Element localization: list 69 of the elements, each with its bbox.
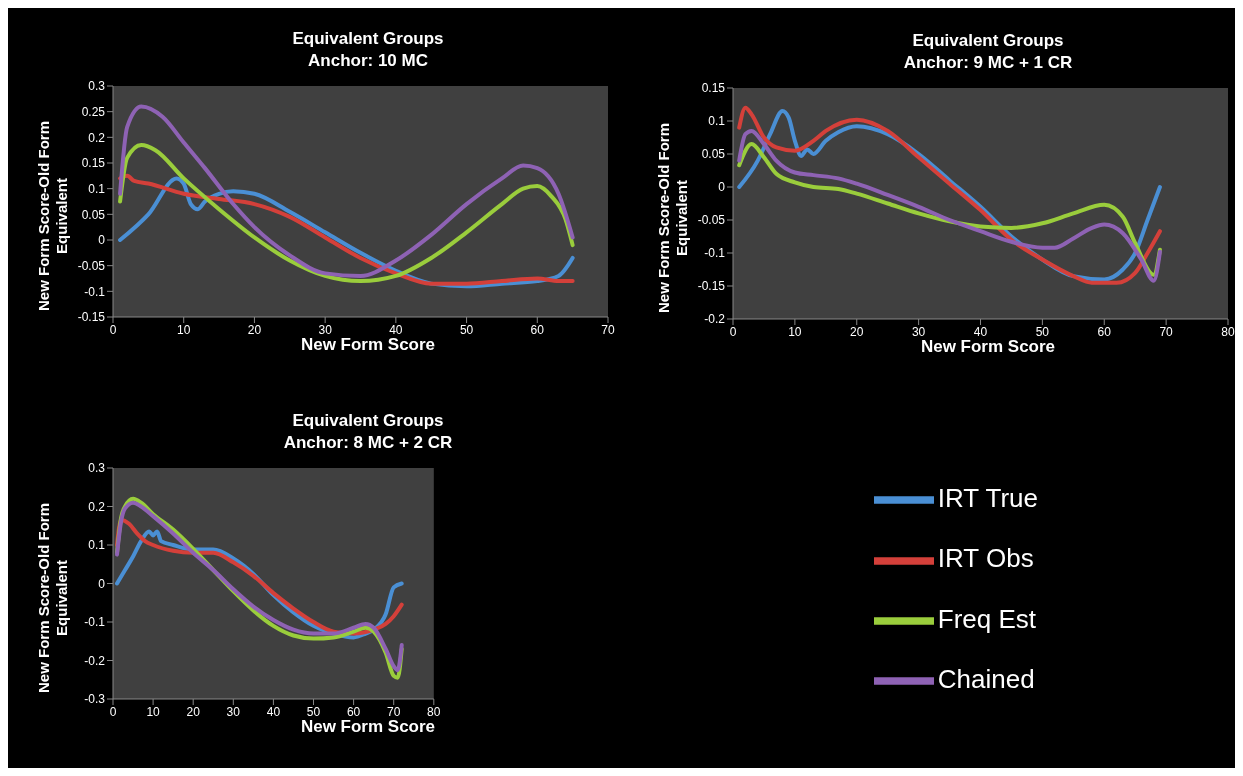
x-tick-label: 50 [306, 704, 321, 719]
y-axis-title: New Form Score-Old Form Equivalent [35, 120, 71, 313]
legend-label: IRT True [937, 483, 1038, 514]
x-axis-title: New Form Score [919, 337, 1057, 357]
y-tick-label: 0.15 [81, 156, 106, 171]
y-axis-title: New Form Score-Old Form Equivalent [35, 502, 71, 695]
y-tick-label: 0.15 [701, 81, 726, 96]
chart-subtitle: Anchor: 9 MC + 1 CR [902, 52, 1074, 74]
y-tick-label: -0.1 [84, 284, 106, 299]
y-tick-label: -0.2 [704, 312, 726, 327]
y-tick-label: 0.1 [88, 181, 106, 196]
y-tick-label: 0.2 [88, 130, 106, 145]
x-tick-label: 10 [146, 704, 161, 719]
x-tick-label: 70 [387, 704, 401, 719]
legend-label: Freq Est [937, 603, 1037, 634]
chart-title: Equivalent Groups [911, 30, 1065, 52]
x-tick-label: 30 [318, 322, 333, 337]
x-tick-label: 70 [601, 322, 615, 337]
x-tick-label: 30 [226, 704, 241, 719]
x-tick-label: 80 [427, 704, 441, 719]
line-series [118, 104, 575, 278]
x-tick-label: 40 [973, 324, 988, 339]
x-tick-label: 10 [177, 322, 191, 337]
x-tick-label: 20 [247, 322, 262, 337]
x-tick-label: 60 [1097, 324, 1112, 339]
y-axis-title: New Form Score-Old Form Equivalent [655, 122, 691, 315]
y-tick-label: -0.2 [84, 653, 106, 668]
y-tick-label: -0.1 [84, 615, 106, 630]
y-tick-label: 0.3 [88, 461, 106, 476]
legend-label: IRT Obs [937, 543, 1034, 574]
y-tick-label: -0.3 [84, 692, 106, 707]
x-tick-label: 70 [1159, 324, 1174, 339]
chart-title: Equivalent Groups [291, 410, 445, 432]
x-tick-label: 0 [109, 704, 117, 719]
x-tick-label: 50 [459, 322, 474, 337]
x-tick-label: 30 [911, 324, 926, 339]
x-axis-title: New Form Score [299, 717, 437, 737]
chart-subtitle: Anchor: 10 MC [307, 50, 429, 72]
x-tick-label: 0 [729, 324, 737, 339]
x-tick-label: 80 [1221, 324, 1235, 339]
legend-label: Chained [937, 663, 1035, 694]
y-tick-label: 0.05 [81, 207, 106, 222]
y-tick-label: 0.1 [88, 538, 106, 553]
x-tick-label: 60 [346, 704, 361, 719]
y-tick-label: 0 [98, 576, 106, 591]
y-tick-label: 0 [98, 233, 106, 248]
x-tick-label: 10 [788, 324, 802, 339]
y-tick-label: 0.25 [81, 104, 106, 119]
x-tick-label: 40 [266, 704, 281, 719]
y-tick-label: -0.15 [697, 279, 726, 294]
y-tick-label: 0 [718, 180, 726, 195]
y-tick-label: 0.1 [708, 114, 726, 129]
y-tick-label: -0.15 [77, 310, 106, 325]
x-axis-title: New Form Score [299, 335, 437, 355]
y-tick-label: -0.05 [697, 213, 726, 228]
x-tick-label: 50 [1035, 324, 1050, 339]
y-tick-label: -0.1 [704, 246, 726, 261]
chart-title: Equivalent Groups [291, 28, 445, 50]
chart-subtitle: Anchor: 8 MC + 2 CR [282, 432, 454, 454]
y-tick-label: 0.2 [88, 499, 106, 514]
x-tick-label: 60 [530, 322, 545, 337]
line-series [118, 143, 575, 284]
y-tick-label: 0.05 [701, 147, 726, 162]
x-tick-label: 40 [389, 322, 403, 337]
x-tick-label: 20 [186, 704, 201, 719]
y-tick-label: 0.3 [88, 79, 106, 94]
y-tick-label: -0.05 [77, 258, 106, 273]
x-tick-label: 0 [109, 322, 117, 337]
x-tick-label: 20 [850, 324, 864, 339]
